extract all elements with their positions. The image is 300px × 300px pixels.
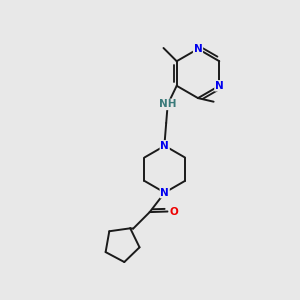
Text: N: N: [160, 188, 169, 198]
Text: N: N: [215, 81, 224, 91]
Text: NH: NH: [159, 99, 176, 110]
Text: N: N: [194, 44, 202, 54]
Text: O: O: [169, 206, 178, 217]
Text: N: N: [160, 141, 169, 151]
